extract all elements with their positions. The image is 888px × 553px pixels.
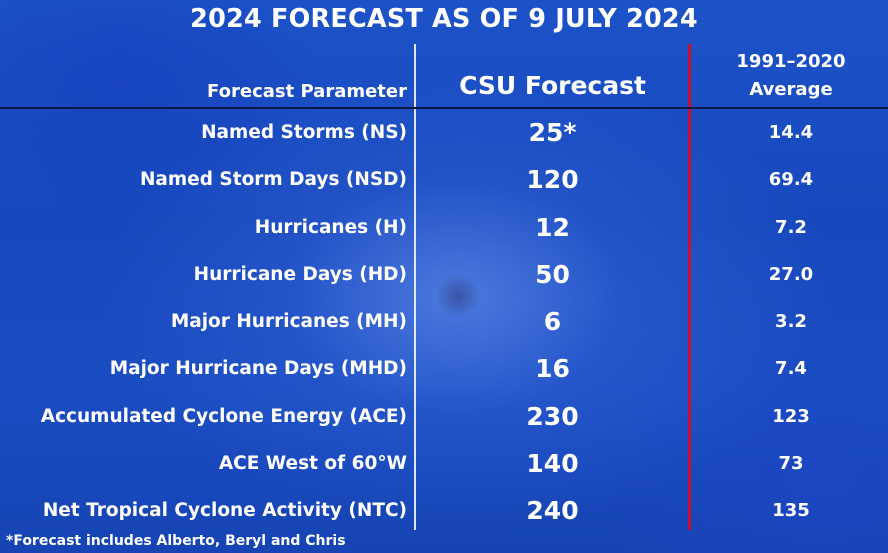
- header-average-years: 1991–2020: [736, 51, 846, 72]
- csu-forecast-cell: 16: [535, 354, 570, 383]
- average-cell: 3.2: [775, 311, 807, 332]
- csu-forecast-cell: 25*: [528, 118, 577, 147]
- parameter-cell: Major Hurricanes (MH): [170, 311, 407, 332]
- parameter-cell: Named Storm Days (NSD): [139, 169, 407, 190]
- parameter-cell: Named Storms (NS): [201, 122, 407, 143]
- average-cell: 73: [778, 453, 804, 474]
- parameter-cell: Major Hurricane Days (MHD): [109, 358, 407, 379]
- header-rule: [0, 107, 888, 109]
- csu-forecast-cell: 6: [543, 307, 562, 336]
- average-cell: 69.4: [768, 169, 814, 190]
- footnote: *Forecast includes Alberto, Beryl and Ch…: [6, 533, 346, 549]
- csu-forecast-cell: 12: [535, 213, 570, 242]
- csu-forecast-cell: 120: [526, 165, 579, 194]
- average-cell: 123: [772, 406, 810, 427]
- parameter-cell: Net Tropical Cyclone Activity (NTC): [42, 500, 407, 521]
- parameter-cell: Hurricane Days (HD): [193, 264, 407, 285]
- table-row: Major Hurricanes (MH) 6 3.2: [0, 298, 888, 345]
- header-average-label: Average: [749, 79, 833, 100]
- csu-forecast-cell: 140: [526, 449, 579, 478]
- column-divider-white: [414, 44, 416, 530]
- table-row: Accumulated Cyclone Energy (ACE) 230 123: [0, 393, 888, 440]
- table-row: ACE West of 60°W 140 73: [0, 440, 888, 487]
- csu-forecast-cell: 50: [535, 260, 570, 289]
- average-cell: 135: [772, 500, 810, 521]
- table-row: Hurricanes (H) 12 7.2: [0, 204, 888, 251]
- header-csu-forecast: CSU Forecast: [459, 71, 646, 100]
- average-cell: 7.4: [775, 358, 807, 379]
- csu-forecast-cell: 240: [526, 496, 579, 525]
- parameter-cell: ACE West of 60°W: [218, 453, 407, 474]
- table-row: Named Storms (NS) 25* 14.4: [0, 109, 888, 156]
- column-divider-red: [688, 44, 691, 530]
- header-average: 1991–2020 Average: [694, 48, 888, 104]
- table-row: Named Storm Days (NSD) 120 69.4: [0, 156, 888, 203]
- parameter-cell: Hurricanes (H): [254, 217, 407, 238]
- page-title: 2024 FORECAST AS OF 9 JULY 2024: [190, 4, 698, 34]
- table-row: Net Tropical Cyclone Activity (NTC) 240 …: [0, 487, 888, 534]
- table-row: Major Hurricane Days (MHD) 16 7.4: [0, 345, 888, 392]
- header-forecast-parameter: Forecast Parameter: [207, 81, 407, 102]
- average-cell: 7.2: [775, 217, 807, 238]
- parameter-cell: Accumulated Cyclone Energy (ACE): [40, 406, 407, 427]
- table-row: Hurricane Days (HD) 50 27.0: [0, 251, 888, 298]
- average-cell: 14.4: [768, 122, 814, 143]
- csu-forecast-cell: 230: [526, 402, 579, 431]
- average-cell: 27.0: [768, 264, 814, 285]
